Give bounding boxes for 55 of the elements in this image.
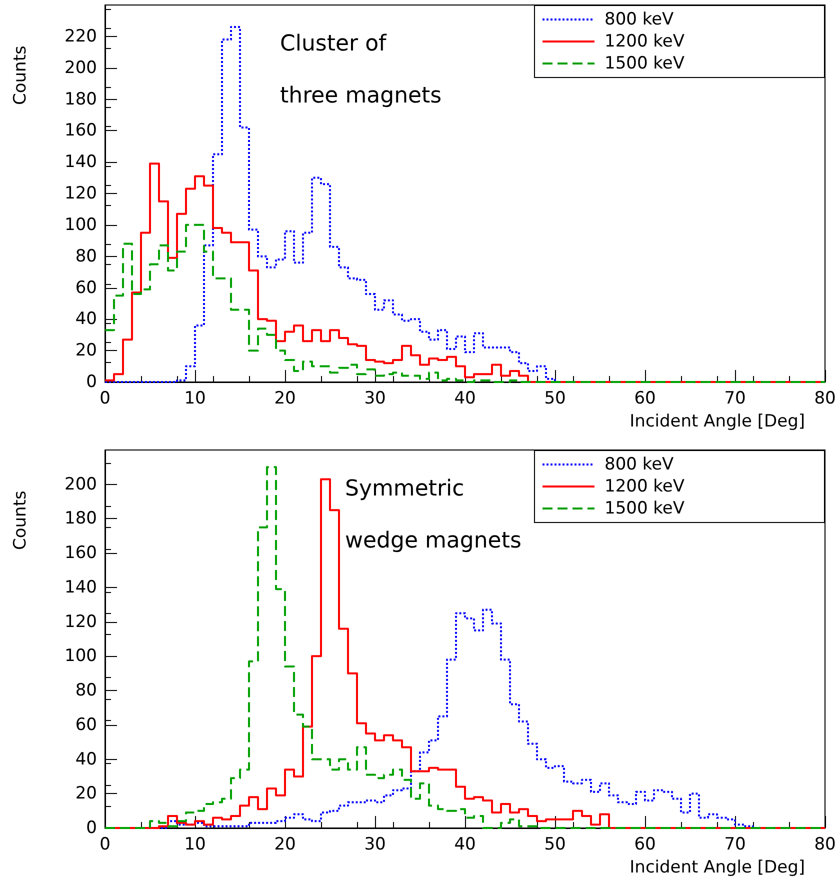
y-tick-label: 20 [75, 784, 97, 804]
y-tick-label: 200 [64, 58, 97, 78]
x-tick-label: 40 [454, 834, 476, 854]
y-tick-label: 180 [64, 89, 97, 110]
y-tick-label: 60 [75, 278, 97, 298]
legend-label: 800 keV [604, 454, 674, 474]
y-tick-label: 60 [75, 714, 97, 735]
x-tick-label: 60 [634, 834, 656, 854]
x-axis-title: Incident Angle [Deg] [630, 412, 806, 432]
x-tick-label: 80 [814, 388, 836, 408]
legend-label: 1500 keV [604, 54, 685, 74]
y-tick-label: 40 [75, 309, 97, 330]
y-tick-label: 0 [86, 818, 97, 838]
y-axis-title: Counts [10, 46, 30, 105]
y-tick-label: 80 [75, 246, 97, 266]
y-axis-title: Counts [10, 490, 30, 550]
x-tick-label: 10 [184, 388, 206, 408]
x-tick-label: 40 [454, 388, 476, 408]
x-tick-label: 60 [634, 388, 656, 408]
y-tick-label: 180 [64, 508, 97, 529]
annotation: three magnets [280, 84, 442, 108]
x-tick-label: 10 [184, 834, 206, 854]
x-tick-label: 80 [814, 834, 836, 854]
x-tick-label: 70 [724, 388, 746, 408]
x-tick-label: 20 [274, 388, 296, 408]
x-tick-label: 0 [100, 834, 110, 854]
y-tick-label: 140 [64, 152, 97, 172]
y-tick-label: 120 [64, 184, 97, 204]
legend-label: 1200 keV [604, 32, 685, 52]
legend-label: 1500 keV [604, 498, 685, 518]
annotation: wedge magnets [345, 528, 522, 554]
y-tick-label: 40 [75, 749, 97, 770]
y-tick-label: 20 [75, 340, 97, 361]
x-tick-label: 50 [544, 388, 566, 408]
x-tick-label: 70 [724, 834, 746, 854]
y-tick-label: 160 [64, 543, 97, 564]
x-tick-label: 30 [364, 834, 386, 854]
x-tick-label: 30 [364, 388, 386, 408]
x-tick-label: 0 [100, 388, 110, 408]
x-axis-title: Incident Angle [Deg] [630, 858, 806, 878]
y-tick-label: 120 [64, 612, 97, 632]
x-tick-label: 20 [274, 834, 296, 854]
x-tick-label: 50 [544, 834, 566, 854]
annotation: Cluster of [280, 32, 388, 56]
y-tick-label: 200 [64, 474, 97, 494]
y-tick-label: 80 [75, 680, 97, 701]
y-tick-label: 100 [64, 214, 97, 235]
y-tick-label: 100 [64, 646, 97, 666]
legend-label: 800 keV [604, 10, 674, 30]
y-tick-label: 160 [64, 120, 97, 141]
annotation: Symmetric [345, 476, 464, 502]
y-tick-label: 220 [64, 26, 97, 46]
legend-label: 1200 keV [604, 476, 685, 496]
y-tick-label: 0 [86, 372, 97, 392]
y-tick-label: 140 [64, 577, 97, 598]
